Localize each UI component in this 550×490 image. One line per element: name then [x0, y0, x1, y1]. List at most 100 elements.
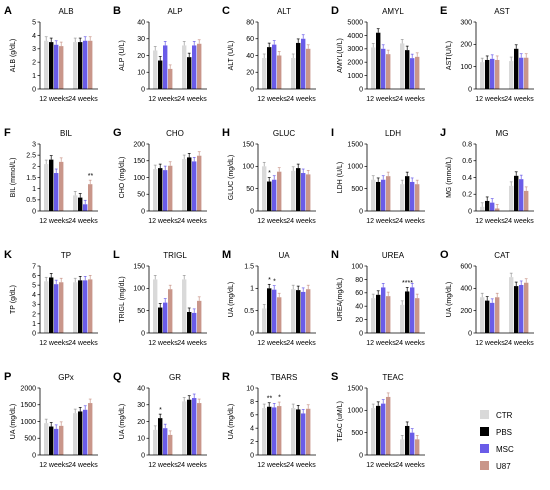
y-tick-label: 1000 — [20, 419, 36, 426]
y-tick-label: 0 — [32, 452, 36, 459]
bar-pbs-2 — [296, 168, 301, 211]
bar-ctr-2 — [182, 279, 187, 333]
bar-u87-1 — [168, 165, 173, 211]
x-tick-label: 24 weeks — [68, 462, 98, 469]
x-tick-label: 24 weeks — [395, 340, 425, 347]
significance-marker: * — [273, 278, 276, 285]
y-tick-label: 3 — [32, 141, 36, 148]
y-tick-label: 0 — [32, 330, 36, 337]
bar-ctr-2 — [400, 439, 405, 455]
significance-marker: **** — [402, 280, 413, 287]
y-axis-label: AST(U/L) — [446, 41, 453, 70]
significance-marker: * — [278, 395, 281, 402]
panel-title: GLUC — [273, 129, 295, 138]
bar-pbs-2 — [514, 175, 519, 211]
panel-letter: J — [440, 127, 446, 139]
x-tick-label: 24 weeks — [177, 462, 207, 469]
bar-msc-1 — [490, 58, 495, 89]
bar-msc-1 — [272, 407, 277, 455]
y-tick-label: 500 — [351, 186, 363, 193]
panel-d: D AMYL AMYL(U/L) 12 weeks 24 weeks 0 1000 2000 3… — [331, 5, 425, 103]
bar-u87-2 — [306, 174, 311, 211]
panel-letter: M — [222, 249, 231, 261]
bar-u87-2 — [197, 43, 202, 89]
bar-u87-1 — [59, 425, 64, 455]
bar-pbs-2 — [78, 197, 83, 211]
panel-i: I LDH LDH (U/L) 12 weeks 24 weeks 0 500 1000 150… — [331, 127, 425, 225]
y-tick-label: 0 — [141, 86, 145, 93]
y-tick-label: 20 — [137, 419, 145, 426]
bar-u87-2 — [88, 184, 93, 211]
bar-msc-2 — [519, 284, 524, 333]
panel-letter: R — [222, 371, 230, 383]
significance-marker: ** — [267, 395, 273, 402]
bar-ctr-2 — [182, 401, 187, 455]
y-tick-label: 0 — [468, 330, 472, 337]
y-tick-label: 1500 — [20, 402, 36, 409]
y-axis-label: UA (mg/dL) — [228, 282, 235, 317]
y-tick-label: 10 — [137, 436, 145, 443]
bar-u87-2 — [88, 279, 93, 333]
y-tick-label: 150 — [133, 263, 145, 270]
bar-ctr-1 — [371, 179, 376, 211]
x-tick-label: 12 weeks — [257, 96, 287, 103]
y-tick-label: 0 — [359, 208, 363, 215]
panel-title: CAT — [494, 251, 510, 260]
bar-pbs-2 — [78, 411, 83, 455]
bar-pbs-2 — [187, 157, 192, 211]
bar-msc-2 — [83, 409, 88, 455]
x-tick-label: 24 weeks — [177, 218, 207, 225]
bar-msc-2 — [410, 432, 415, 455]
bar-pbs-1 — [376, 405, 381, 455]
y-tick-label: 1 — [250, 286, 254, 293]
legend-swatch-msc — [480, 444, 489, 453]
y-axis-label: TRIGL (mg/dL) — [119, 276, 126, 322]
legend-label-ctr: CTR — [496, 411, 513, 420]
y-axis-label: UA (mg/dL) — [119, 404, 126, 439]
bar-ctr-1 — [371, 408, 376, 455]
bar-u87-1 — [495, 208, 500, 211]
bar-msc-2 — [410, 58, 415, 89]
bar-pbs-1 — [485, 200, 490, 211]
bar-ctr-1 — [262, 308, 267, 333]
bar-msc-1 — [381, 287, 386, 333]
y-tick-label: 2000 — [347, 60, 363, 67]
panel-j: J MG MG (mmol/L) 12 weeks 24 weeks 0 0.2 0.4 0.6… — [440, 127, 534, 225]
bar-pbs-1 — [49, 159, 54, 211]
x-tick-label: 12 weeks — [257, 340, 287, 347]
y-tick-label: 60 — [355, 290, 363, 297]
bar-msc-2 — [410, 181, 415, 211]
bar-ctr-1 — [153, 429, 158, 455]
panel-title: UREA — [382, 251, 405, 260]
x-tick-label: 12 weeks — [366, 218, 396, 225]
bar-u87-1 — [168, 289, 173, 333]
panel-a: A ALB ALB (g/dL) 12 weeks 24 weeks 0 1 2 3 4 5 — [4, 5, 98, 103]
y-tick-label: 7 — [32, 263, 36, 270]
panel-letter: Q — [113, 371, 122, 383]
bar-msc-2 — [83, 204, 88, 211]
bar-u87-1 — [386, 396, 391, 455]
bar-ctr-1 — [153, 50, 158, 89]
bar-pbs-2 — [514, 286, 519, 333]
panel-letter: B — [113, 5, 121, 17]
y-tick-label: 10 — [137, 70, 145, 77]
y-tick-label: 40 — [137, 385, 145, 392]
bar-pbs-1 — [485, 59, 490, 89]
panel-letter: C — [222, 5, 230, 17]
panel-title: CHO — [166, 129, 184, 138]
x-tick-label: 24 weeks — [177, 340, 207, 347]
y-axis-label: UA (mg/dL) — [446, 282, 453, 317]
x-tick-label: 12 weeks — [366, 340, 396, 347]
x-tick-label: 12 weeks — [366, 96, 396, 103]
panel-f: F BIL BIL (mmol/L) 12 weeks 24 weeks ** 0 0.5 1 1… — [4, 127, 98, 225]
y-axis-label: UREA(mg/dL) — [337, 278, 344, 322]
panel-title: MG — [496, 129, 509, 138]
y-tick-label: 0 — [141, 208, 145, 215]
y-tick-label: 2 — [32, 60, 36, 67]
legend-label-msc: MSC — [496, 445, 514, 454]
bar-ctr-2 — [400, 184, 405, 211]
y-tick-label: 40 — [246, 53, 254, 60]
panel-letter: G — [113, 127, 122, 139]
